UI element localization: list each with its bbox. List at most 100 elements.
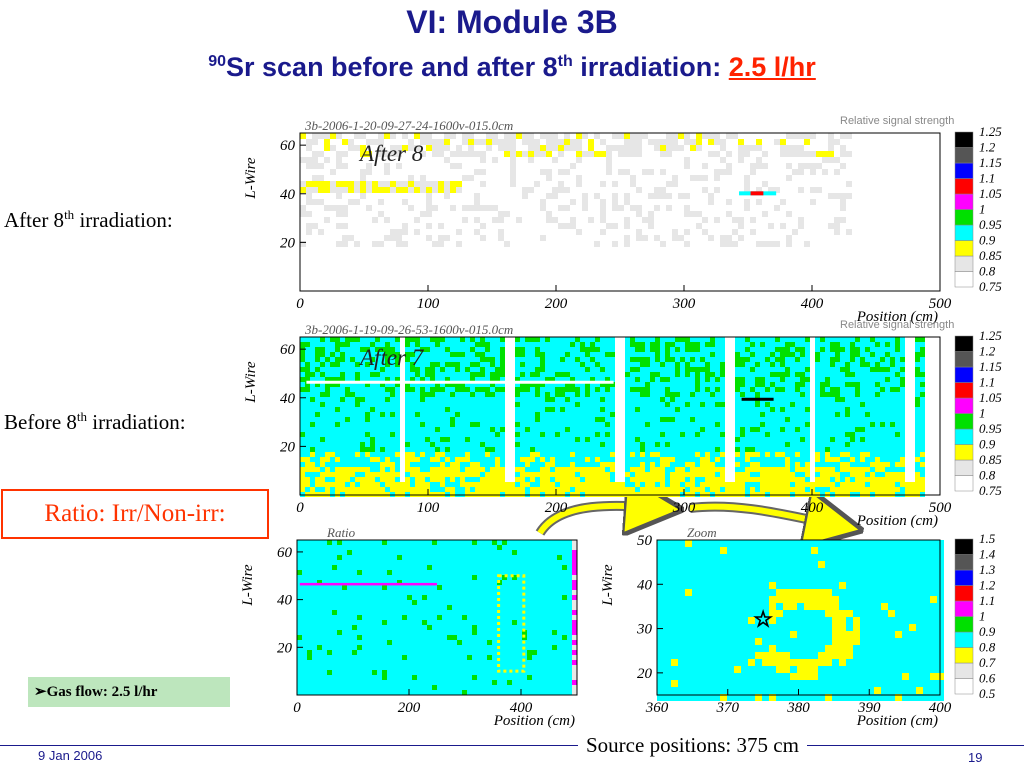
before-cell bbox=[365, 427, 370, 432]
after-cell bbox=[582, 199, 588, 205]
before-cell bbox=[610, 422, 615, 427]
after-cell bbox=[342, 181, 348, 187]
after-cell bbox=[474, 151, 480, 157]
before-cell bbox=[615, 432, 620, 437]
before-cell bbox=[665, 432, 670, 437]
ratio-cell bbox=[357, 570, 362, 575]
before-cell bbox=[645, 472, 650, 477]
before-cell bbox=[460, 467, 465, 472]
before-cell bbox=[605, 427, 610, 432]
before-cell bbox=[690, 372, 695, 377]
before-cell bbox=[420, 417, 425, 422]
before-cell bbox=[470, 477, 475, 482]
before-cell bbox=[330, 442, 335, 447]
ratio-cell bbox=[567, 540, 572, 545]
before-cell bbox=[515, 367, 520, 372]
before-cell bbox=[360, 432, 365, 437]
ratio-cell bbox=[477, 555, 482, 560]
before-cell bbox=[920, 477, 925, 482]
before-cell bbox=[315, 467, 320, 472]
before-cell bbox=[840, 412, 845, 417]
before-cell bbox=[545, 352, 550, 357]
before-cell bbox=[920, 432, 925, 437]
before-cell bbox=[440, 457, 445, 462]
before-cell bbox=[790, 382, 795, 387]
before-cell bbox=[635, 382, 640, 387]
before-cell bbox=[545, 442, 550, 447]
before-cell bbox=[880, 397, 885, 402]
before-cell bbox=[910, 382, 915, 387]
after-cell bbox=[330, 169, 336, 175]
before-cell bbox=[760, 407, 765, 412]
before-cell bbox=[655, 472, 660, 477]
before-cell bbox=[820, 342, 825, 347]
before-cell bbox=[640, 402, 645, 407]
before-cell bbox=[655, 377, 660, 382]
before-cell bbox=[850, 437, 855, 442]
before-cell bbox=[855, 342, 860, 347]
after-cell bbox=[738, 139, 744, 145]
before-cell bbox=[770, 482, 775, 487]
before-cell bbox=[885, 447, 890, 452]
before-cell bbox=[620, 362, 625, 367]
ratio-cell bbox=[507, 555, 512, 560]
after-cell bbox=[360, 181, 366, 187]
before-cell bbox=[515, 362, 520, 367]
before-cell bbox=[465, 482, 470, 487]
before-cell bbox=[430, 447, 435, 452]
before-cell bbox=[765, 467, 770, 472]
before-cell bbox=[825, 337, 830, 342]
after-cell bbox=[576, 181, 582, 187]
before-cell bbox=[470, 437, 475, 442]
after-cell bbox=[528, 151, 534, 157]
before-cell bbox=[890, 447, 895, 452]
before-cell bbox=[870, 432, 875, 437]
before-cell bbox=[560, 412, 565, 417]
before-cell bbox=[330, 412, 335, 417]
before-cell bbox=[870, 402, 875, 407]
before-cell bbox=[625, 407, 630, 412]
before-cell bbox=[665, 442, 670, 447]
before-cell bbox=[630, 352, 635, 357]
before-cell bbox=[735, 422, 740, 427]
before-cell bbox=[900, 357, 905, 362]
before-cell bbox=[480, 452, 485, 457]
before-cell bbox=[645, 397, 650, 402]
before-cell bbox=[700, 397, 705, 402]
before-cell bbox=[665, 412, 670, 417]
ratio-cell bbox=[392, 540, 397, 545]
before-cell bbox=[390, 377, 395, 382]
before-cell bbox=[635, 372, 640, 377]
before-cell bbox=[520, 467, 525, 472]
after-cell bbox=[354, 241, 360, 247]
after-cell bbox=[426, 223, 432, 229]
after-cell bbox=[390, 229, 396, 235]
before-cell bbox=[835, 472, 840, 477]
ratio-cell bbox=[517, 540, 522, 545]
before-cell bbox=[350, 372, 355, 377]
before-cell bbox=[870, 442, 875, 447]
before-cell bbox=[535, 477, 540, 482]
before-cell bbox=[425, 432, 430, 437]
before-cell bbox=[515, 412, 520, 417]
ratio-cell bbox=[537, 540, 542, 545]
before-cell bbox=[685, 362, 690, 367]
before-cell bbox=[825, 447, 830, 452]
before-cell bbox=[695, 377, 700, 382]
before-cell bbox=[705, 362, 710, 367]
before-cell bbox=[560, 417, 565, 422]
before-cell bbox=[460, 472, 465, 477]
before-cell bbox=[675, 407, 680, 412]
before-cell bbox=[750, 357, 755, 362]
before-cell bbox=[460, 387, 465, 392]
before-cell bbox=[900, 392, 905, 397]
before-cell bbox=[430, 482, 435, 487]
before-cell bbox=[790, 432, 795, 437]
after-cell bbox=[624, 145, 630, 151]
before-cell bbox=[675, 417, 680, 422]
before-cell bbox=[780, 377, 785, 382]
after-cell bbox=[420, 133, 426, 139]
before-cell bbox=[805, 382, 810, 387]
before-cell bbox=[730, 412, 735, 417]
before-cell bbox=[870, 382, 875, 387]
